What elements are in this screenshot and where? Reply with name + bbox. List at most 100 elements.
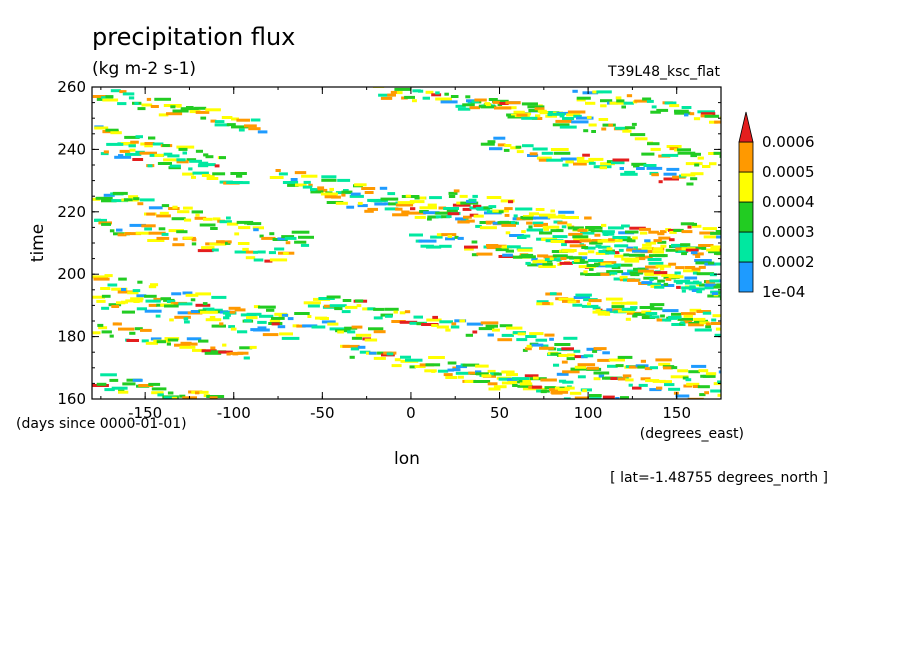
- heatmap-cell: [106, 142, 124, 146]
- heatmap-cell: [145, 341, 158, 345]
- heatmap-cell: [624, 259, 640, 263]
- colorbar-extend-arrow: [738, 111, 754, 143]
- heatmap-cell: [329, 187, 334, 191]
- heatmap-cell: [364, 191, 374, 194]
- heatmap-cell: [714, 333, 721, 337]
- heatmap-cell: [151, 387, 167, 391]
- heatmap-cell: [684, 113, 689, 117]
- heatmap-cell: [480, 321, 499, 325]
- heatmap-cell: [105, 128, 119, 132]
- heatmap-cell: [364, 338, 378, 342]
- heatmap-cell: [373, 356, 386, 360]
- heatmap-cell: [615, 397, 620, 399]
- heatmap-cell: [269, 319, 281, 323]
- heatmap-cell: [609, 271, 618, 275]
- heatmap-cell: [429, 196, 442, 200]
- heatmap-cell: [505, 249, 514, 253]
- heatmap-cell: [435, 211, 451, 215]
- heatmap-cell: [522, 216, 536, 220]
- heatmap-cell: [554, 386, 560, 390]
- experiment-label: T39L48_ksc_flat: [607, 64, 720, 80]
- x-tick-label: -100: [217, 404, 251, 422]
- heatmap-cell: [597, 358, 610, 362]
- heatmap-cell: [666, 145, 682, 148]
- heatmap-cell: [112, 191, 128, 195]
- heatmap-cell: [715, 262, 721, 266]
- heatmap-cell: [488, 205, 497, 209]
- heatmap-cell: [140, 142, 146, 146]
- heatmap-cell: [245, 250, 254, 254]
- heatmap-cell: [101, 199, 117, 203]
- heatmap-cell: [247, 222, 262, 226]
- heatmap-cell: [95, 196, 113, 200]
- heatmap-cell: [691, 289, 700, 292]
- heatmap-cell: [528, 109, 544, 112]
- heatmap-cell: [582, 389, 587, 393]
- heatmap-cell: [552, 254, 568, 258]
- heatmap-cell: [493, 136, 506, 140]
- heatmap-cell: [132, 289, 141, 293]
- heatmap-cell: [98, 326, 108, 330]
- heatmap-cell: [568, 232, 583, 236]
- heatmap-cell: [691, 222, 697, 226]
- heatmap-cell: [629, 271, 644, 275]
- heatmap-cell: [697, 110, 715, 114]
- heatmap-cell: [374, 202, 386, 206]
- heatmap-cell: [394, 87, 411, 91]
- heatmap-cell: [475, 364, 489, 368]
- heatmap-cell: [617, 355, 633, 359]
- heatmap-cell: [321, 175, 337, 179]
- heatmap-cell: [671, 243, 688, 247]
- heatmap-cell: [141, 103, 153, 107]
- heatmap-cell: [574, 365, 587, 369]
- heatmap-cell: [269, 413, 280, 416]
- heatmap-cell: [623, 253, 630, 257]
- heatmap-cell: [294, 240, 307, 244]
- heatmap-cell: [680, 321, 685, 325]
- heatmap-cell: [176, 158, 186, 162]
- heatmap-cell: [545, 114, 557, 118]
- heatmap-cell: [303, 180, 311, 184]
- heatmap-cell: [466, 219, 475, 223]
- heatmap-cell: [230, 172, 247, 175]
- heatmap-cell: [634, 99, 648, 103]
- heatmap-cell: [103, 150, 109, 154]
- heatmap-cell: [397, 201, 415, 205]
- heatmap-cell: [259, 314, 274, 318]
- heatmap-cell: [302, 324, 318, 328]
- heatmap-cell: [497, 338, 513, 342]
- heatmap-cell: [632, 314, 638, 318]
- heatmap-cell: [561, 249, 577, 252]
- heatmap-cell: [632, 402, 644, 405]
- heatmap-cell: [337, 178, 351, 182]
- heatmap-cell: [188, 167, 193, 171]
- heatmap-cell: [687, 225, 692, 229]
- heatmap-cell: [602, 232, 615, 236]
- heatmap-cell: [441, 215, 450, 219]
- heatmap-cell: [580, 272, 587, 276]
- heatmap-cell: [697, 385, 710, 389]
- heatmap-cell: [343, 189, 349, 192]
- heatmap-cell: [172, 109, 189, 113]
- heatmap-cell: [394, 358, 401, 362]
- heatmap-cell: [693, 117, 701, 121]
- heatmap-cell: [695, 255, 701, 258]
- heatmap-cell: [710, 245, 721, 249]
- heatmap-cell: [456, 365, 467, 369]
- heatmap-cell: [427, 217, 432, 221]
- heatmap-cell: [234, 250, 248, 254]
- heatmap-cell: [637, 365, 646, 369]
- heatmap-cell: [507, 245, 521, 249]
- heatmap-cell: [722, 321, 738, 324]
- heatmap-cell: [294, 312, 310, 315]
- heatmap-cell: [209, 396, 218, 399]
- heatmap-cell: [612, 251, 620, 255]
- heatmap-cell: [203, 153, 209, 157]
- heatmap-cell: [620, 396, 629, 399]
- heatmap-cell: [725, 121, 731, 124]
- heatmap-cell: [561, 360, 568, 364]
- heatmap-cell: [128, 144, 136, 148]
- heatmap-cell: [258, 305, 276, 309]
- heatmap-cell: [633, 267, 647, 271]
- heatmap-cell: [626, 405, 633, 408]
